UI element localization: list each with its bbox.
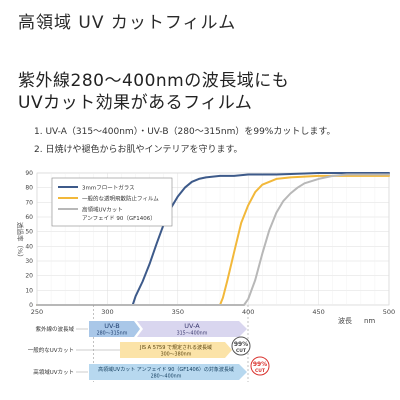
badge-circle-general (231, 336, 251, 356)
y-tick-label: 0 (29, 302, 33, 309)
chart-legend: 3mmフロートガラス 一般的な透明飛散防止フィルム 高領域UVカット アンフェイ… (51, 177, 173, 227)
subtitle-line-2: UVカット効果があるフィルム (18, 93, 253, 113)
high-cut-range: 280～400nm (151, 374, 182, 380)
x-tick-label: 300 (101, 308, 113, 316)
uv-a-range: 315～400nm (177, 331, 208, 337)
y-tick-label: 50 (25, 229, 33, 236)
feature-item-2: 2. 日焼けや褪色からお肌やインテリアを守ります。 (34, 145, 243, 155)
badge-cut-general: CUT (236, 348, 247, 354)
legend-label-general-film: 一般的な透明飛散防止フィルム (82, 195, 159, 203)
badge-percent-high: 99% (253, 361, 267, 368)
x-tick-label: 350 (172, 308, 184, 316)
legend-label-high-uv-film-line2: アンフェイド 90（GF1406） (82, 215, 156, 222)
x-tick-label: 500 (383, 308, 395, 316)
x-tick-label: 450 (312, 308, 324, 316)
badge-percent-general: 99% (234, 341, 248, 348)
legend-label-float-glass: 3mmフロートガラス (82, 184, 135, 192)
chart-ticks: 0 10 20 30 40 50 60 70 80 90 250 300 350 400 450 500 (25, 170, 395, 316)
uv-b-band (89, 321, 140, 337)
band-row-label-high-cut: 高領域UVカット (33, 368, 74, 376)
y-tick-label: 20 (25, 273, 33, 280)
high-cut-text: 高領域UVカット アンフェイド 90（GF1406）の対象波長域 (98, 366, 234, 373)
badge-circle-high (250, 356, 270, 376)
y-tick-label: 30 (25, 258, 33, 265)
uv-b-title: UV-B (104, 322, 119, 330)
x-tick-label: 250 (31, 308, 43, 316)
uv-b-range: 280～315nm (97, 331, 128, 337)
general-cut-band (120, 342, 232, 358)
y-tick-label: 40 (25, 243, 33, 250)
series-line-high-uv-film (36, 173, 390, 306)
uv-a-title: UV-A (184, 322, 200, 330)
badge-99-cut-general: 99% CUT (231, 336, 251, 356)
band-row-label-uv-range: 紫外線の波長域 (35, 325, 74, 333)
series-line-float-glass (36, 172, 390, 306)
x-tick-label: 400 (242, 308, 254, 316)
subtitle-line-1: 紫外線280～400nmの波長域にも (18, 71, 290, 91)
x-axis-label: 波長 (338, 316, 352, 325)
series-line-general-film (36, 174, 390, 306)
y-axis-label: 透過率（%） (16, 222, 25, 261)
feature-item-1: 1. UV-A（315～400nm）・UV-B（280～315nm）を99%カッ… (34, 127, 336, 137)
badge-99-cut-high: 99% CUT (250, 356, 270, 376)
high-cut-band (89, 364, 247, 380)
legend-label-high-uv-film-line1: 高領域UVカット (82, 206, 123, 214)
uv-a-band (137, 321, 247, 337)
y-tick-label: 10 (25, 287, 33, 294)
y-tick-label: 90 (25, 170, 33, 177)
y-tick-label: 70 (25, 199, 33, 206)
page-title: 高領域 UV カットフィルム (18, 13, 237, 33)
band-row-label-general-cut: 一般的なUVカット (28, 346, 74, 354)
y-tick-label: 80 (25, 185, 33, 192)
chart-series (36, 172, 390, 306)
badge-cut-high: CUT (255, 368, 266, 374)
y-tick-label: 60 (25, 214, 33, 221)
x-axis-unit: nm (364, 317, 375, 325)
general-cut-text: JIS A 5759 で規定される波長域 (139, 344, 212, 351)
general-cut-range: 300～380nm (161, 352, 192, 358)
